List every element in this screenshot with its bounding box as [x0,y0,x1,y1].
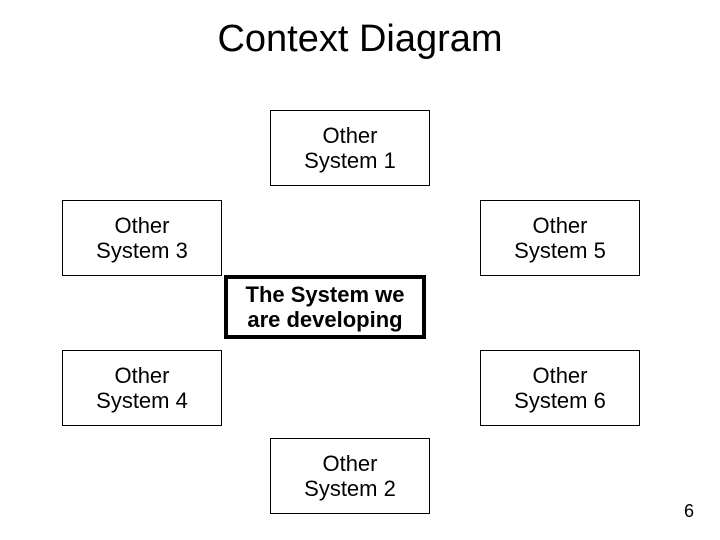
page-number: 6 [684,501,694,522]
page-title: Context Diagram [0,18,720,61]
other-system-2: OtherSystem 2 [270,438,430,514]
other-system-6: OtherSystem 6 [480,350,640,426]
center-system: The System weare developing [224,275,426,339]
other-system-5: OtherSystem 5 [480,200,640,276]
other-system-3: OtherSystem 3 [62,200,222,276]
other-system-4: OtherSystem 4 [62,350,222,426]
other-system-1: OtherSystem 1 [270,110,430,186]
